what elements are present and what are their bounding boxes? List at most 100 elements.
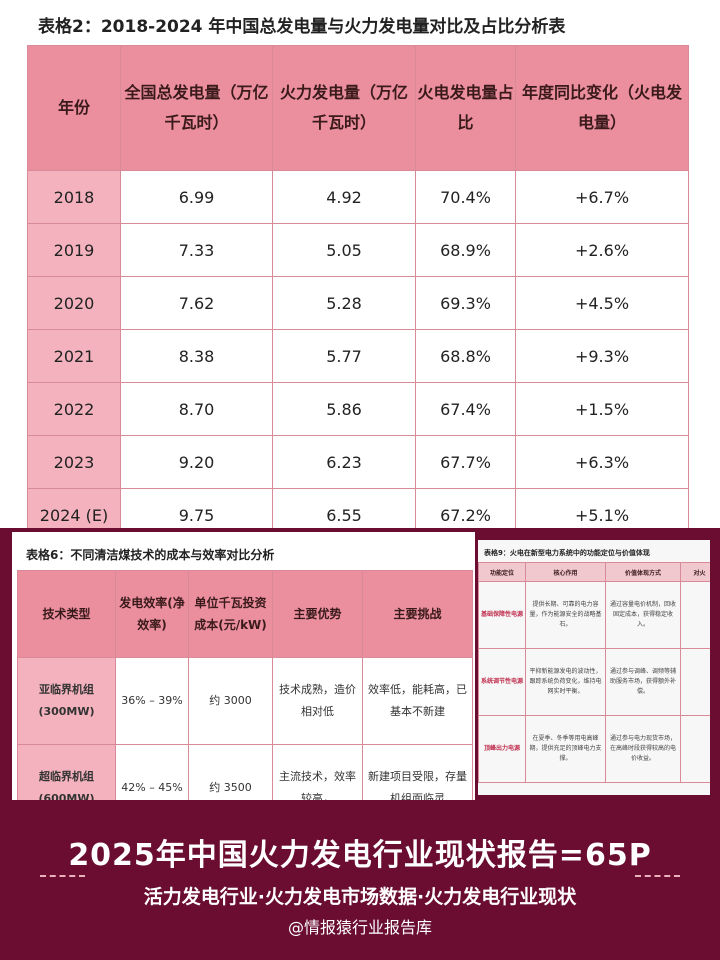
cell: 7.62 bbox=[120, 276, 273, 330]
cell: 提供长期、可靠的电力容量，作为能源安全的战略基石。 bbox=[525, 581, 606, 649]
footer-title: 2025年中国火力发电行业现状报告=65P bbox=[68, 838, 652, 873]
cell: 顶峰出力电源 bbox=[478, 715, 526, 783]
cell: 9.20 bbox=[120, 435, 273, 489]
cell: 2022 bbox=[27, 382, 121, 436]
row: 2019 7.33 5.05 68.9% +2.6% bbox=[27, 223, 689, 277]
header-row: 技术类型 发电效率(净效率) 单位千瓦投资成本(元/kW) 主要优势 主要挑战 bbox=[17, 570, 473, 658]
cell: 基础保障性电源 bbox=[478, 581, 526, 649]
header-cell: 技术类型 bbox=[17, 570, 116, 658]
header-cell: 主要挑战 bbox=[362, 570, 473, 658]
row: 2021 8.38 5.77 68.8% +9.3% bbox=[27, 329, 689, 383]
cell: 2020 bbox=[27, 276, 121, 330]
table-title: 表格9：火电在新型电力系统中的功能定位与价值体现 bbox=[484, 549, 650, 557]
header-cell: 发电效率(净效率) bbox=[115, 570, 189, 658]
cell: 6.99 bbox=[120, 170, 273, 224]
cell: 2018 bbox=[27, 170, 121, 224]
header-row: 年份 全国总发电量（万亿千瓦时） 火力发电量（万亿千瓦时） 火电发电量占比 年度同比变化… bbox=[27, 45, 689, 171]
header-cell: 全国总发电量（万亿千瓦时） bbox=[120, 45, 273, 171]
table: 年份 全国总发电量（万亿千瓦时） 火力发电量（万亿千瓦时） 火电发电量占比 年度同比变化… bbox=[27, 45, 689, 528]
table-title: 表格2：2018-2024 年中国总发电量与火力发电量对比及占比分析表 bbox=[38, 17, 566, 37]
cell: 主流技术，效率较高， bbox=[272, 744, 363, 800]
footer-handle: @情报猿行业报告库 bbox=[287, 918, 432, 937]
cell: +4.5% bbox=[515, 276, 689, 330]
cell: 67.7% bbox=[415, 435, 516, 489]
cell: 在夏季、冬季等用电高峰期，提供充足的顶峰电力支撑。 bbox=[525, 715, 606, 783]
cell: 8.70 bbox=[120, 382, 273, 436]
cell: 5.28 bbox=[272, 276, 416, 330]
table6-panel: 表格6：不同清洁煤技术的成本与效率对比分析 技术类型 发电效率(净效率) 单位千瓦投… bbox=[12, 532, 475, 800]
cell: 6.23 bbox=[272, 435, 416, 489]
header-cell: 年度同比变化（火电发电量） bbox=[515, 45, 689, 171]
header-row: 功能定位 核心作用 价值体现方式 对火 bbox=[478, 562, 710, 582]
divider bbox=[635, 875, 680, 877]
table: 功能定位 核心作用 价值体现方式 对火 基础保障性电源 提供长期、可靠的电力容量，作为能源… bbox=[478, 562, 710, 783]
cell: 系统调节性电源 bbox=[478, 648, 526, 716]
header-cell: 年份 bbox=[27, 45, 121, 171]
header-cell: 功能定位 bbox=[478, 562, 526, 582]
cell: 6.55 bbox=[272, 488, 416, 528]
header-cell: 主要优势 bbox=[272, 570, 363, 658]
header-cell: 火电发电量占比 bbox=[415, 45, 516, 171]
cell: 8.38 bbox=[120, 329, 273, 383]
cell: 通过容量电价机制，回收固定成本，获得稳定收入。 bbox=[605, 581, 681, 649]
cell: 2024 (E) bbox=[27, 488, 121, 528]
row: 基础保障性电源 提供长期、可靠的电力容量，作为能源安全的战略基石。 通过容量电价机制… bbox=[478, 581, 710, 649]
cell: 42% – 45% bbox=[115, 744, 189, 800]
cell: 2019 bbox=[27, 223, 121, 277]
cell bbox=[680, 715, 710, 783]
table9-panel: 表格9：火电在新型电力系统中的功能定位与价值体现 功能定位 核心作用 价值体现方式对… bbox=[478, 540, 710, 795]
cell: 68.9% bbox=[415, 223, 516, 277]
cell: 通过参与电力现货市场，在高峰时段获得较高的电价收益。 bbox=[605, 715, 681, 783]
row: 2024 (E) 9.75 6.55 67.2% +5.1% bbox=[27, 488, 689, 528]
cell: 平抑新能源发电的波动性，跟踪系统负荷变化，维持电网实时平衡。 bbox=[525, 648, 606, 716]
row: 顶峰出力电源 在夏季、冬季等用电高峰期，提供充足的顶峰电力支撑。 通过参与电力现货市… bbox=[478, 715, 710, 783]
cell: 技术成熟，造价相对低 bbox=[272, 657, 363, 745]
cell: +6.7% bbox=[515, 170, 689, 224]
cell: 5.77 bbox=[272, 329, 416, 383]
cell: 69.3% bbox=[415, 276, 516, 330]
table: 技术类型 发电效率(净效率) 单位千瓦投资成本(元/kW) 主要优势 主要挑战 亚临界机组… bbox=[17, 570, 473, 800]
cell: 5.86 bbox=[272, 382, 416, 436]
cell bbox=[680, 648, 710, 716]
cell: 约 3500 bbox=[188, 744, 273, 800]
row: 亚临界机组(300MW) 36% – 39% 约 3000 技术成熟，造价相对低 效率低… bbox=[17, 657, 473, 745]
cell: 9.75 bbox=[120, 488, 273, 528]
cell: +1.5% bbox=[515, 382, 689, 436]
cell: 5.05 bbox=[272, 223, 416, 277]
cell: +2.6% bbox=[515, 223, 689, 277]
cell: 36% – 39% bbox=[115, 657, 189, 745]
table2-panel: 表格2：2018-2024 年中国总发电量与火力发电量对比及占比分析表 年份 全国… bbox=[0, 0, 720, 528]
row: 2023 9.20 6.23 67.7% +6.3% bbox=[27, 435, 689, 489]
cell: +6.3% bbox=[515, 435, 689, 489]
cell: +5.1% bbox=[515, 488, 689, 528]
cell: 67.4% bbox=[415, 382, 516, 436]
row: 超临界机组(600MW) 42% – 45% 约 3500 主流技术，效率较高， 新建项… bbox=[17, 744, 473, 800]
cell: 2021 bbox=[27, 329, 121, 383]
cell: 超临界机组(600MW) bbox=[17, 744, 116, 800]
cell: 70.4% bbox=[415, 170, 516, 224]
cell: +9.3% bbox=[515, 329, 689, 383]
row: 2022 8.70 5.86 67.4% +1.5% bbox=[27, 382, 689, 436]
table-title: 表格6：不同清洁煤技术的成本与效率对比分析 bbox=[26, 548, 275, 562]
cell: 4.92 bbox=[272, 170, 416, 224]
header-cell: 单位千瓦投资成本(元/kW) bbox=[188, 570, 273, 658]
cell: 7.33 bbox=[120, 223, 273, 277]
header-cell: 对火 bbox=[680, 562, 710, 582]
footer-subtitle: 活力发电行业·火力发电市场数据·火力发电行业现状 bbox=[143, 886, 577, 908]
cell: 约 3000 bbox=[188, 657, 273, 745]
divider bbox=[40, 875, 85, 877]
cell: 67.2% bbox=[415, 488, 516, 528]
header-cell: 价值体现方式 bbox=[605, 562, 681, 582]
cell: 效率低，能耗高，已基本不新建 bbox=[362, 657, 473, 745]
row: 系统调节性电源 平抑新能源发电的波动性，跟踪系统负荷变化，维持电网实时平衡。 通过参… bbox=[478, 648, 710, 716]
header-cell: 火力发电量（万亿千瓦时） bbox=[272, 45, 416, 171]
cell: 通过参与调峰、调频等辅助服务市场，获得额外补偿。 bbox=[605, 648, 681, 716]
cell: 亚临界机组(300MW) bbox=[17, 657, 116, 745]
cell: 新建项目受限，存量机组面临灵 bbox=[362, 744, 473, 800]
cell: 2023 bbox=[27, 435, 121, 489]
row: 2020 7.62 5.28 69.3% +4.5% bbox=[27, 276, 689, 330]
row: 2018 6.99 4.92 70.4% +6.7% bbox=[27, 170, 689, 224]
cell bbox=[680, 581, 710, 649]
header-cell: 核心作用 bbox=[525, 562, 606, 582]
